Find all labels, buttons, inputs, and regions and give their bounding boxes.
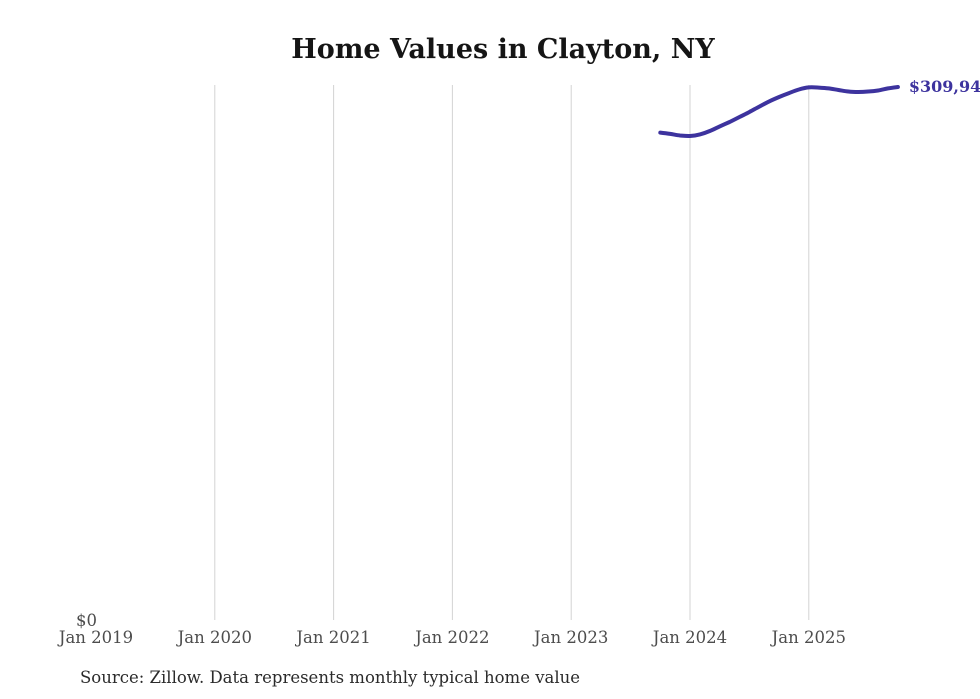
x-tick-label: Jan 2019: [57, 628, 133, 647]
x-tick-label: Jan 2021: [294, 628, 370, 647]
home-value-line: [658, 85, 900, 139]
gridlines: [214, 85, 810, 620]
chart-title: Home Values in Clayton, NY: [291, 34, 715, 65]
x-tick-label: Jan 2023: [532, 628, 608, 647]
x-tick-label: Jan 2025: [770, 628, 846, 647]
end-value-label: $309,944: [909, 77, 980, 96]
source-note: Source: Zillow. Data represents monthly …: [80, 668, 580, 687]
x-tick-label: Jan 2020: [176, 628, 252, 647]
x-tick-label: Jan 2022: [413, 628, 489, 647]
y-axis-zero-label: $0: [76, 611, 97, 630]
x-axis-labels: Jan 2019 Jan 2020 Jan 2021 Jan 2022 Jan 2023…: [57, 628, 846, 647]
x-tick-label: Jan 2024: [651, 628, 727, 647]
